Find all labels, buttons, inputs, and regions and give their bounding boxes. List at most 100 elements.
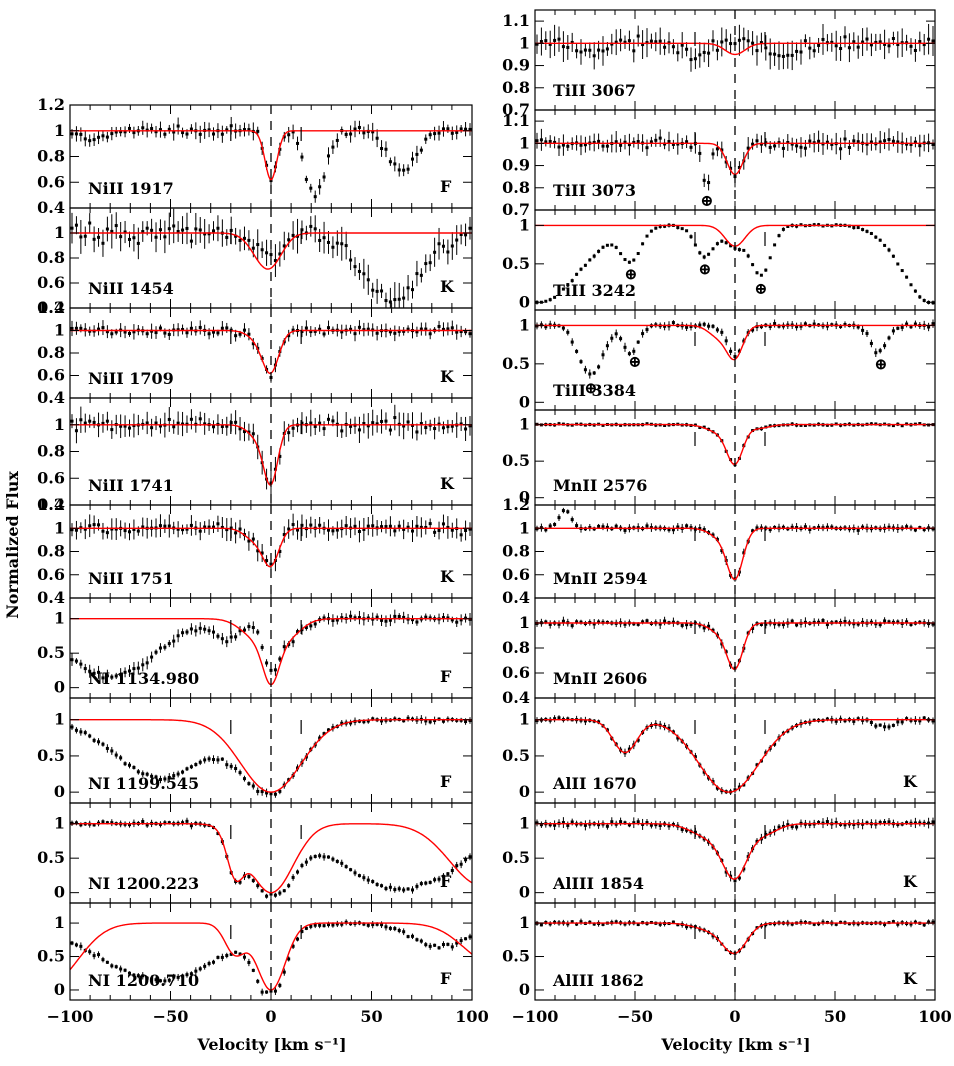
data-point: [402, 329, 406, 333]
data-point: [349, 614, 353, 618]
data-point: [583, 368, 587, 372]
data-point: [905, 620, 909, 624]
data-point: [464, 720, 468, 724]
data-point: [278, 550, 282, 554]
data-point: [887, 725, 891, 729]
data-point: [663, 224, 667, 228]
data-point: [588, 372, 592, 376]
data-point: [74, 223, 78, 227]
x-tick-label: −100: [512, 1007, 559, 1026]
data-point: [874, 724, 878, 728]
data-point: [176, 328, 180, 332]
data-point: [437, 877, 441, 881]
data-point: [114, 224, 118, 228]
x-tick-label: −50: [617, 1007, 653, 1026]
data-point: [588, 526, 592, 530]
data-point: [539, 823, 543, 827]
data-point: [79, 132, 83, 136]
data-point: [808, 527, 812, 531]
data-point: [181, 131, 185, 135]
data-point: [927, 920, 931, 924]
data-point: [450, 131, 454, 135]
data-point: [922, 923, 926, 927]
data-point: [158, 646, 162, 650]
data-point: [441, 874, 445, 878]
panel-niii-1751: 0.4 0.6 0.8 1 1.2 NiII 1751 K: [37, 495, 473, 607]
data-point: [105, 674, 109, 678]
data-point: [446, 425, 450, 429]
data-point: [557, 622, 561, 626]
data-point: [605, 47, 609, 51]
data-point: [671, 321, 675, 325]
panel-label-alii-1670: AlII 1670: [552, 774, 637, 793]
data-point: [158, 228, 162, 232]
data-point: [883, 725, 887, 729]
data-point: [415, 430, 419, 434]
data-point: [459, 232, 463, 236]
data-point: [544, 140, 548, 144]
data-point: [74, 728, 78, 732]
panel-label-ni-1134-980: NI 1134.980: [88, 669, 199, 688]
data-point: [238, 771, 242, 775]
data-point: [601, 49, 605, 53]
data-point: [278, 454, 282, 458]
data-point: [70, 326, 74, 330]
data-point: [273, 259, 277, 263]
y-tick-label: 1.1: [502, 11, 530, 30]
data-point: [561, 287, 565, 291]
data-point: [437, 529, 441, 533]
data-point: [269, 253, 273, 257]
data-point: [698, 323, 702, 327]
panel-flag: K: [440, 567, 455, 586]
data-point: [101, 326, 105, 330]
data-point: [632, 140, 636, 144]
y-tick-label: 1: [519, 710, 530, 729]
data-point: [720, 549, 724, 553]
data-point: [158, 979, 162, 983]
data-point: [132, 330, 136, 334]
data-point: [597, 139, 601, 143]
data-point: [755, 763, 759, 767]
data-point: [570, 40, 574, 44]
data-point: [229, 764, 233, 768]
data-point: [641, 620, 645, 624]
data-point: [641, 822, 645, 826]
data-point: [900, 325, 904, 329]
data-point: [331, 619, 335, 623]
data-point: [636, 340, 640, 344]
y-tick-label: 1.2: [37, 298, 65, 317]
data-point: [627, 39, 631, 43]
data-point: [362, 328, 366, 332]
panel-label-aliii-1862: AlIII 1862: [552, 971, 644, 990]
data-point: [189, 765, 193, 769]
data-point: [803, 322, 807, 326]
data-point: [349, 424, 353, 428]
data-point: [375, 289, 379, 293]
data-point: [247, 539, 251, 543]
data-point: [296, 937, 300, 941]
data-point: [663, 619, 667, 623]
data-point: [931, 820, 935, 824]
data-point: [450, 618, 454, 622]
data-point: [313, 227, 317, 231]
data-point: [282, 533, 286, 537]
data-point: [874, 40, 878, 44]
data-point: [136, 666, 140, 670]
data-point: [680, 828, 684, 832]
data-point: [464, 427, 468, 431]
data-point: [318, 854, 322, 858]
data-point: [733, 355, 737, 359]
data-point: [592, 371, 596, 375]
data-point: [918, 144, 922, 148]
data-point: [225, 128, 229, 132]
data-point: [88, 221, 92, 225]
data-point: [88, 524, 92, 528]
data-point: [406, 286, 410, 290]
data-point: [88, 419, 92, 423]
data-point: [570, 518, 574, 522]
data-point: [141, 230, 145, 234]
data-point: [101, 134, 105, 138]
blend-annotation: ⊕: [584, 378, 597, 397]
data-point: [357, 325, 361, 329]
